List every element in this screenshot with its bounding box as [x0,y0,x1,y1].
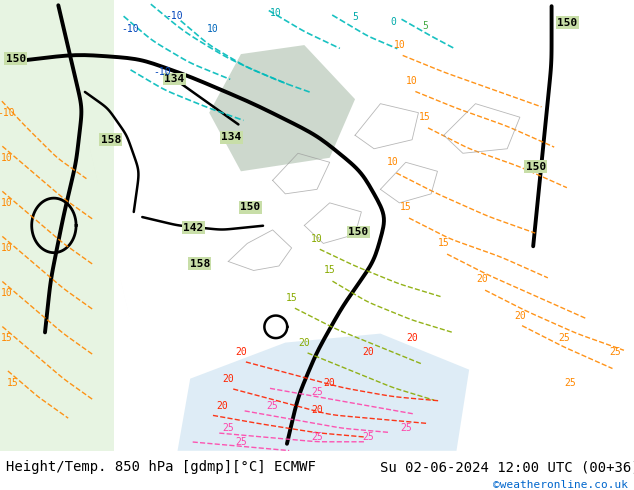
Text: Su 02-06-2024 12:00 UTC (00+36): Su 02-06-2024 12:00 UTC (00+36) [380,460,634,474]
Text: ©weatheronline.co.uk: ©weatheronline.co.uk [493,480,628,490]
Text: 15: 15 [400,202,411,212]
Text: 142: 142 [183,222,204,233]
Text: 10: 10 [1,198,12,208]
Text: 0: 0 [390,17,396,27]
Text: 25: 25 [311,387,323,397]
Text: 25: 25 [565,378,576,388]
Text: 10: 10 [387,157,399,167]
Text: -10: -10 [153,67,171,77]
Text: 15: 15 [286,293,297,302]
Polygon shape [209,45,355,172]
Text: 20: 20 [514,311,526,320]
Text: 10: 10 [270,8,281,18]
Text: 158: 158 [190,259,210,269]
Text: 25: 25 [559,333,570,343]
Text: 25: 25 [400,423,411,433]
Text: 150: 150 [6,53,26,64]
Text: 25: 25 [223,423,234,433]
Text: 134: 134 [221,132,242,143]
Text: 20: 20 [362,346,373,357]
Text: 15: 15 [7,378,18,388]
Text: -10: -10 [121,24,139,34]
Text: 10: 10 [1,288,12,298]
Text: Height/Temp. 850 hPa [gdmp][°C] ECMWF: Height/Temp. 850 hPa [gdmp][°C] ECMWF [6,460,316,474]
Text: 20: 20 [324,378,335,388]
Text: 25: 25 [609,346,621,357]
Text: 20: 20 [299,338,310,347]
Text: 150: 150 [240,202,261,212]
Text: 25: 25 [267,401,278,411]
Text: 150: 150 [526,162,546,172]
Text: -10: -10 [165,11,183,21]
Text: 150: 150 [348,227,368,237]
Polygon shape [0,0,114,451]
Text: 25: 25 [311,432,323,442]
Text: 20: 20 [311,405,323,415]
Text: 20: 20 [406,333,418,343]
Text: 150: 150 [557,18,578,27]
Text: 10: 10 [406,76,418,86]
Text: 10: 10 [1,153,12,163]
Text: 134: 134 [164,74,184,84]
Text: 20: 20 [216,401,228,411]
Text: 20: 20 [223,374,234,384]
Text: 15: 15 [438,239,450,248]
Text: 10: 10 [394,40,405,50]
Text: 10: 10 [1,243,12,253]
Text: 158: 158 [101,135,121,145]
Polygon shape [178,334,469,451]
Text: 10: 10 [207,24,218,33]
Text: 5: 5 [352,12,358,22]
Text: 25: 25 [362,432,373,442]
Text: 20: 20 [235,346,247,357]
Text: 10: 10 [311,234,323,244]
Text: 5: 5 [422,21,428,31]
Text: 20: 20 [476,274,488,285]
Text: -10: -10 [0,108,15,118]
Text: 15: 15 [1,333,12,343]
Text: 25: 25 [235,437,247,447]
Text: 15: 15 [419,112,430,122]
Text: 15: 15 [324,266,335,275]
